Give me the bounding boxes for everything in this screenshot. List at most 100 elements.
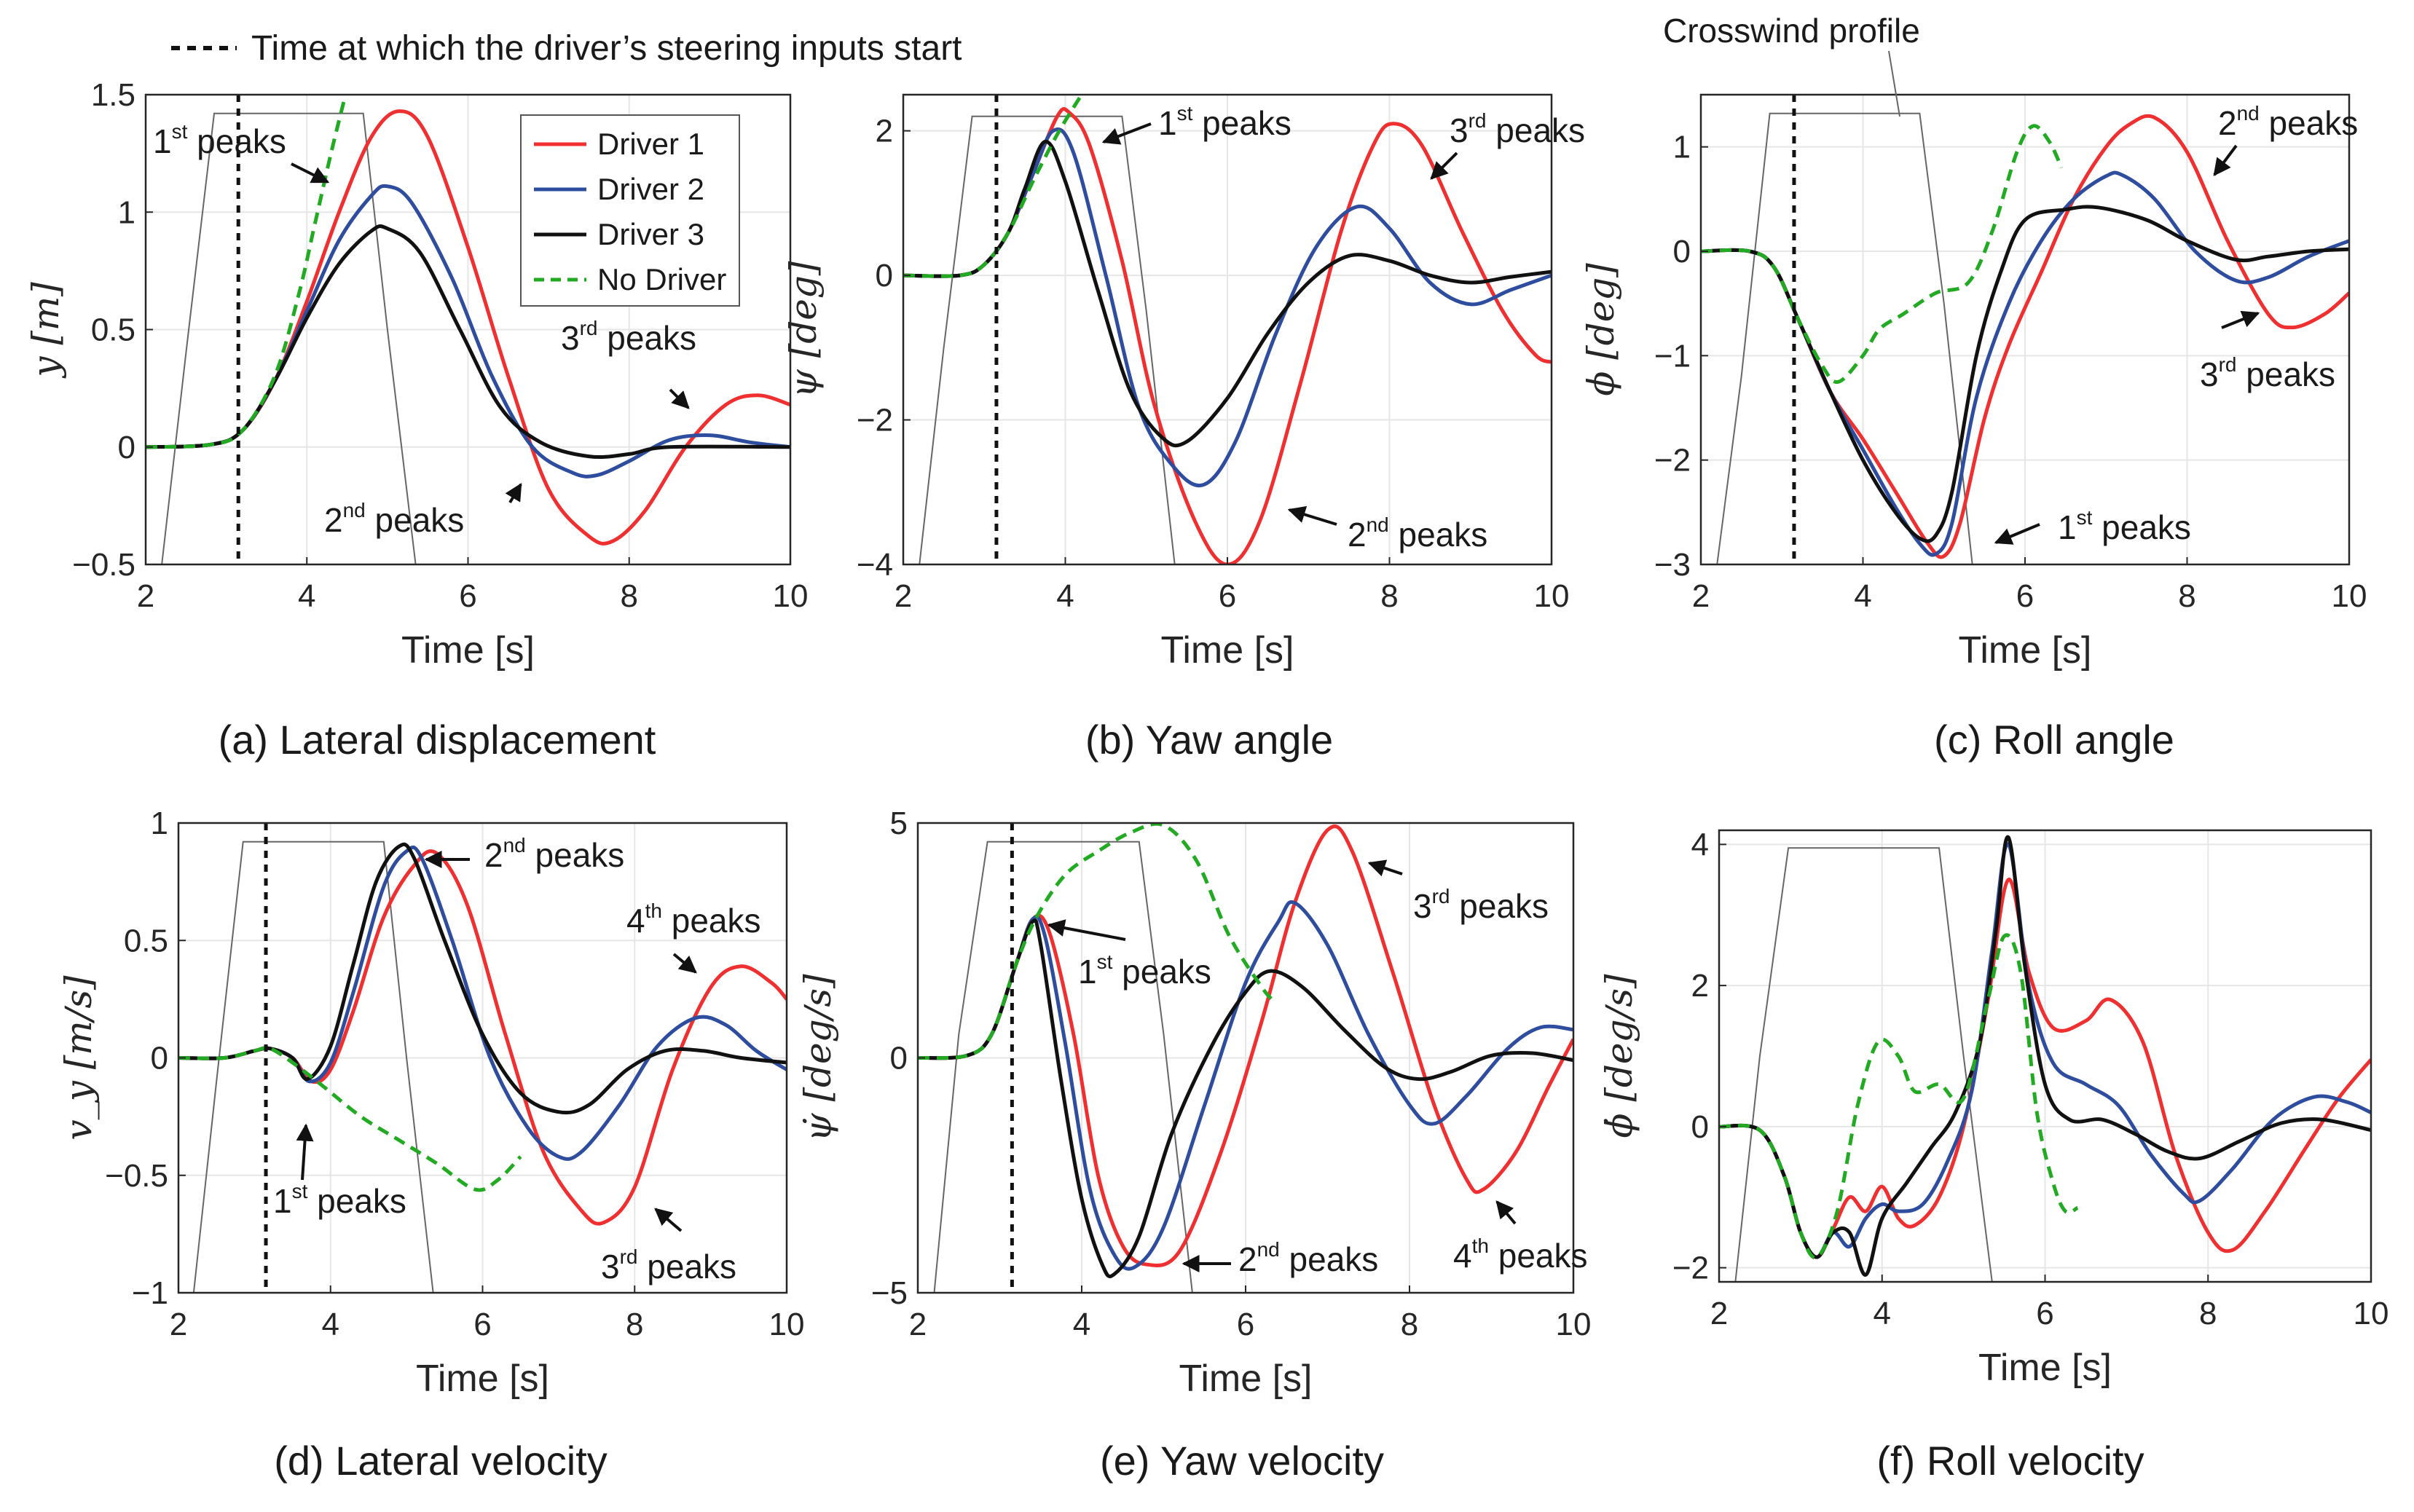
y-tick-label: −3 bbox=[1654, 547, 1691, 583]
y-tick-label: 1 bbox=[1673, 130, 1691, 165]
x-tick-label: 4 bbox=[1073, 1307, 1090, 1342]
crosswind-label-leader bbox=[1888, 50, 1900, 117]
y-tick-label: 4 bbox=[1691, 827, 1709, 862]
panel-caption: (f) Roll velocity bbox=[1876, 1438, 2144, 1484]
x-tick-label: 6 bbox=[2016, 578, 2034, 614]
series-driver-2 bbox=[918, 900, 1573, 1271]
peak-annotation: 1st peaks bbox=[2058, 506, 2191, 546]
panel-caption: (d) Lateral velocity bbox=[274, 1438, 608, 1484]
x-tick-label: 2 bbox=[137, 578, 154, 614]
peak-annotation-arrow bbox=[2221, 310, 2260, 329]
x-tick-label: 10 bbox=[773, 578, 809, 614]
x-tick-label: 4 bbox=[1874, 1296, 1891, 1331]
x-tick-label: 8 bbox=[626, 1307, 643, 1342]
peak-annotation-arrow bbox=[1047, 919, 1126, 941]
panel-caption: (a) Lateral displacement bbox=[219, 717, 656, 763]
peak-annotation: 4th peaks bbox=[626, 899, 760, 940]
peak-annotation: 3rd peaks bbox=[1413, 885, 1549, 925]
x-tick-label: 8 bbox=[621, 578, 638, 614]
y-tick-label: −2 bbox=[1654, 443, 1691, 479]
x-tick-label: 4 bbox=[1854, 578, 1871, 614]
y-tick-label: −0.5 bbox=[105, 1158, 168, 1194]
plot-content bbox=[146, 95, 790, 564]
panel-f: 2 4 6 8 10 −2 0 2 4 Time [s] ϕ̇ [deg/s] (f) Roll ve… bbox=[1598, 827, 2389, 1484]
series-driver-3 bbox=[146, 224, 790, 460]
x-tick-label: 6 bbox=[2036, 1296, 2053, 1331]
y-axis-label: y [m] bbox=[25, 282, 67, 379]
crosswind-profile-line bbox=[933, 840, 1193, 1293]
x-tick-label: 2 bbox=[895, 578, 912, 614]
legend-box bbox=[520, 114, 740, 307]
y-tick-label: −4 bbox=[857, 547, 893, 583]
y-axis-label: ψ̇ [deg/s] bbox=[797, 974, 839, 1142]
crosswind-profile-line bbox=[192, 840, 434, 1293]
y-axis-label: ϕ̇ [deg/s] bbox=[1598, 974, 1640, 1138]
peak-annotation: 3rd peaks bbox=[601, 1245, 736, 1285]
x-tick-label: 10 bbox=[2354, 1296, 2389, 1331]
y-tick-label: 0.5 bbox=[124, 923, 168, 958]
peak-annotation: 1st peaks bbox=[153, 120, 286, 160]
crosswind-profile-line bbox=[1716, 112, 1973, 564]
peak-annotation: 3rd peaks bbox=[1450, 109, 1585, 149]
plot-content bbox=[1701, 95, 2349, 564]
peak-annotation-arrow bbox=[1495, 1200, 1517, 1225]
crosswind-profile-label: Crosswind profile bbox=[1663, 12, 1920, 50]
x-tick-label: 8 bbox=[2178, 578, 2195, 614]
x-axis-label: Time [s] bbox=[401, 629, 535, 672]
peak-annotation: 1st peaks bbox=[1158, 102, 1291, 142]
x-tick-label: 4 bbox=[298, 578, 315, 614]
y-tick-label: −2 bbox=[1672, 1251, 1709, 1286]
peak-annotation-arrow bbox=[2213, 144, 2238, 176]
series-driver-3 bbox=[1701, 205, 2349, 543]
x-tick-label: 10 bbox=[1534, 578, 1570, 614]
y-tick-label: 0 bbox=[890, 1041, 908, 1076]
y-tick-label: −5 bbox=[871, 1275, 908, 1311]
plot-content bbox=[178, 823, 787, 1293]
series-no-driver bbox=[903, 95, 1083, 278]
x-tick-label: 8 bbox=[2199, 1296, 2217, 1331]
peak-annotation: 2nd peaks bbox=[324, 499, 464, 539]
y-tick-label: 2 bbox=[876, 114, 893, 149]
panel-caption: (c) Roll angle bbox=[1934, 717, 2174, 763]
x-tick-label: 4 bbox=[322, 1307, 339, 1342]
x-tick-label: 10 bbox=[769, 1307, 805, 1342]
plot-content bbox=[918, 823, 1573, 1293]
peak-annotation-arrow bbox=[291, 162, 330, 184]
legend-entry: Driver 2 bbox=[597, 172, 704, 206]
x-tick-label: 2 bbox=[1710, 1296, 1728, 1331]
legend: Driver 1 Driver 2 Driver 3 No Driver bbox=[520, 114, 740, 307]
y-tick-label: 0.5 bbox=[91, 312, 135, 348]
peak-annotation: 3rd peaks bbox=[2200, 353, 2335, 393]
y-tick-label: 1 bbox=[118, 194, 135, 230]
series-driver-3 bbox=[178, 842, 787, 1115]
x-tick-label: 6 bbox=[1237, 1307, 1254, 1342]
peak-annotation: 1st peaks bbox=[1078, 950, 1211, 991]
x-tick-label: 6 bbox=[459, 578, 476, 614]
panel-d: 2 4 6 8 10 −1 −0.5 0 0.5 1 Time [s] v_y [m/s] (d) La… bbox=[58, 806, 804, 1484]
y-tick-label: 0 bbox=[1691, 1109, 1709, 1145]
crosswind-profile-line bbox=[919, 115, 1176, 564]
y-tick-label: 5 bbox=[890, 806, 908, 841]
series-no-driver bbox=[1701, 124, 2064, 385]
panel-c: 2 4 6 8 10 −3 −2 −1 0 1 Time [s] ϕ [deg] (c) Roll an… bbox=[1580, 12, 2367, 763]
y-tick-label: 0 bbox=[876, 258, 893, 294]
peak-annotation-arrow bbox=[1287, 505, 1337, 526]
x-axis-label: Time [s] bbox=[1161, 629, 1294, 672]
peak-annotation-arrow bbox=[1994, 523, 2040, 545]
peak-annotation-arrow bbox=[654, 1208, 683, 1232]
legend-entry: Driver 3 bbox=[597, 217, 704, 251]
peak-annotation-arrow bbox=[672, 953, 697, 974]
legend-entry: Driver 1 bbox=[597, 127, 704, 161]
x-tick-label: 6 bbox=[1219, 578, 1236, 614]
steering-start-legend-label: Time at which the driver’s steering inpu… bbox=[251, 29, 962, 68]
panel-caption: (b) Yaw angle bbox=[1085, 717, 1333, 763]
series-driver-3 bbox=[918, 918, 1573, 1279]
x-axis-label: Time [s] bbox=[416, 1358, 549, 1400]
x-axis-label: Time [s] bbox=[1959, 629, 2092, 672]
x-tick-label: 2 bbox=[170, 1307, 187, 1342]
series-no-driver bbox=[1719, 933, 2079, 1260]
x-tick-label: 10 bbox=[2332, 578, 2367, 614]
x-axis-label: Time [s] bbox=[1978, 1347, 2112, 1389]
